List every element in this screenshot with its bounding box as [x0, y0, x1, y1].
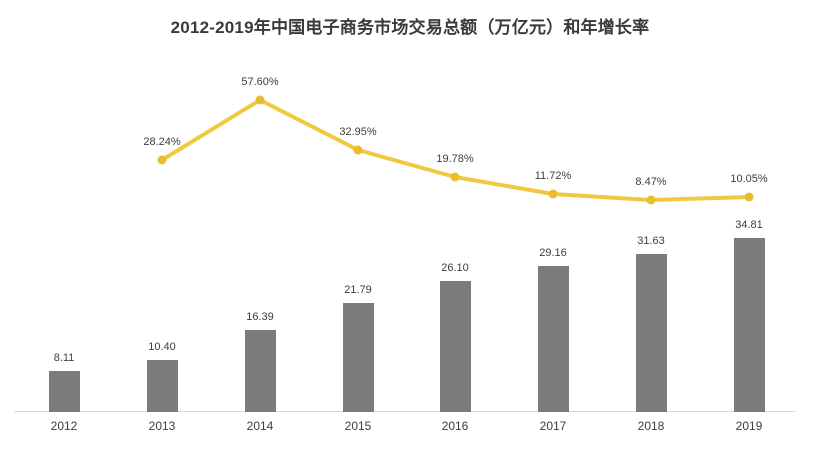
x-axis-label-2015: 2015	[344, 419, 372, 433]
bar-value-label-2015: 21.79	[344, 284, 372, 296]
line-marker-2017	[548, 189, 558, 199]
line-marker-2013	[157, 155, 167, 165]
x-axis-label-2017: 2017	[539, 419, 567, 433]
bar-2013	[146, 360, 178, 412]
growth-value-label-2019: 10.05%	[730, 173, 768, 185]
x-axis-label-2014: 2014	[246, 419, 274, 433]
x-axis-label-2018: 2018	[637, 419, 665, 433]
bar-2015	[342, 303, 374, 412]
bar-value-label-2018: 31.63	[637, 235, 665, 247]
bar-2019	[733, 238, 765, 412]
line-marker-2019	[744, 192, 754, 202]
x-axis-label-2016: 2016	[441, 419, 469, 433]
line-marker-2016	[450, 172, 460, 182]
bar-2012	[48, 371, 80, 412]
chart-title: 2012-2019年中国电子商务市场交易总额（万亿元）和年增长率	[170, 18, 650, 37]
growth-value-label-2013: 28.24%	[143, 136, 181, 148]
growth-value-label-2015: 32.95%	[339, 126, 377, 138]
line-marker-2015	[353, 145, 363, 155]
growth-value-label-2017: 11.72%	[534, 170, 572, 182]
bar-value-label-2019: 34.81	[735, 219, 763, 231]
bar-2017	[537, 266, 569, 412]
bar-2014	[244, 330, 276, 412]
line-marker-2014	[255, 95, 265, 105]
x-axis-label-2019: 2019	[735, 419, 763, 433]
x-axis-line	[14, 411, 796, 412]
growth-value-label-2018: 8.47%	[635, 176, 667, 188]
bar-value-label-2016: 26.10	[441, 262, 469, 274]
bar-value-label-2013: 10.40	[148, 341, 176, 353]
bar-2018	[635, 254, 667, 412]
bar-2016	[439, 281, 471, 412]
bar-value-label-2017: 29.16	[539, 247, 567, 259]
bar-value-label-2014: 16.39	[246, 311, 274, 323]
growth-value-label-2016: 19.78%	[436, 153, 474, 165]
x-axis-label-2012: 2012	[50, 419, 78, 433]
growth-value-label-2014: 57.60%	[241, 76, 279, 88]
line-marker-2018	[646, 195, 656, 205]
bar-value-label-2012: 8.11	[53, 352, 75, 364]
x-axis-label-2013: 2013	[148, 419, 176, 433]
